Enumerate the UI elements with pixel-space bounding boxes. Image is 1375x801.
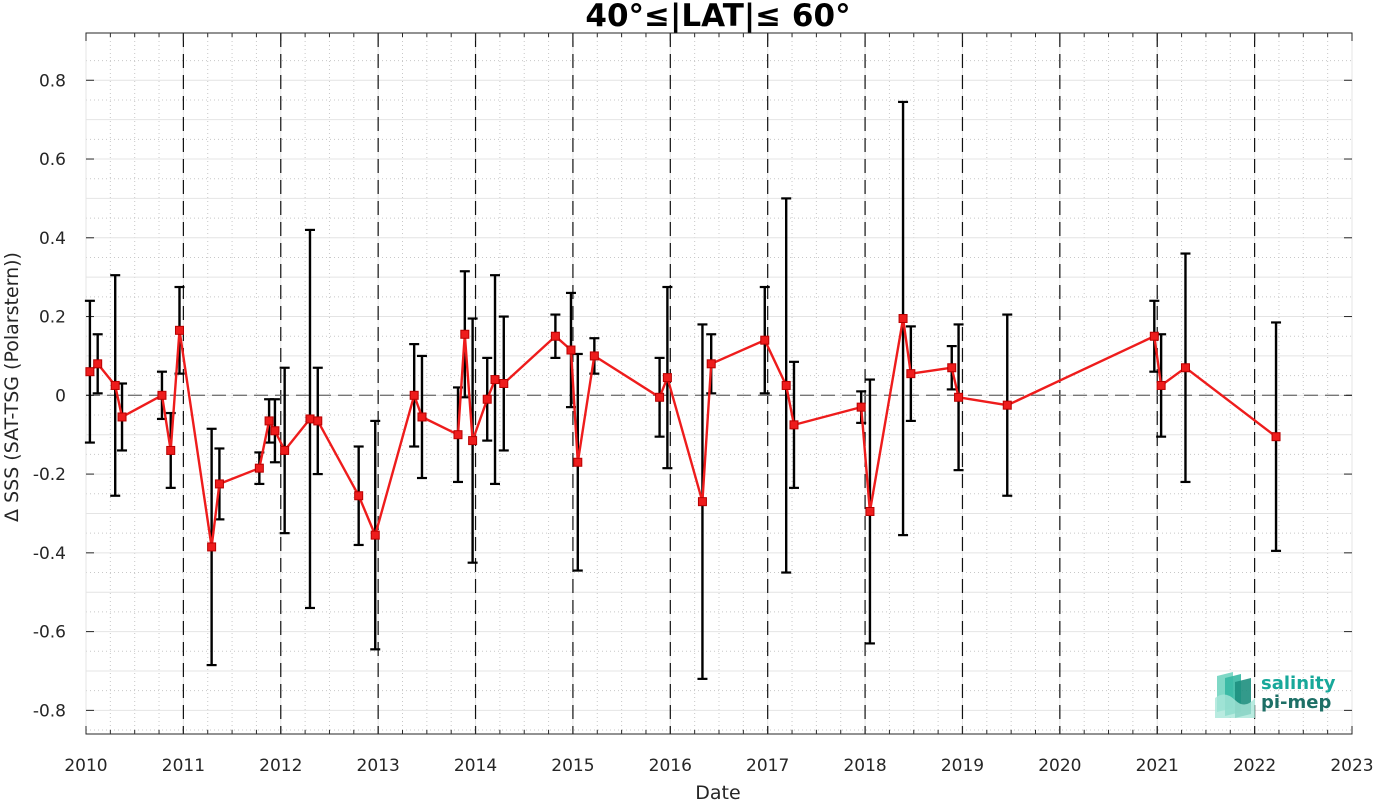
x-tick-label: 2023 [1330, 756, 1373, 776]
data-point-marker [499, 379, 509, 388]
y-tick-label: 0.4 [39, 229, 66, 249]
data-point-marker [566, 345, 576, 355]
data-point-marker [417, 412, 427, 422]
data-point-marker [906, 369, 916, 379]
data-point-marker [214, 479, 224, 489]
data-point-marker [305, 414, 315, 424]
data-point-marker [453, 430, 463, 440]
data-point-marker [460, 329, 470, 339]
data-point-marker [760, 335, 770, 345]
chart-title: 40°≤|LAT|≤ 60° [585, 0, 850, 34]
x-tick-label: 2012 [259, 756, 302, 776]
x-tick-label: 2022 [1233, 756, 1276, 776]
data-point-marker [270, 426, 280, 436]
data-point-marker [370, 530, 380, 540]
logo-text-pimep: pi-mep [1261, 692, 1332, 713]
y-tick-label: -0.4 [33, 544, 66, 564]
data-point-marker [468, 436, 478, 446]
data-point-marker [117, 412, 127, 422]
y-tick-label: -0.6 [33, 623, 66, 643]
data-point-marker [1149, 331, 1159, 341]
data-point-marker [85, 367, 95, 377]
data-point-marker [1002, 400, 1012, 410]
salinity-pimep-logo: salinity pi-mep [1213, 665, 1343, 721]
x-tick-label: 2018 [843, 756, 886, 776]
x-tick-label: 2016 [649, 756, 692, 776]
data-point-marker [789, 420, 799, 430]
x-tick-label: 2011 [162, 756, 205, 776]
data-point-marker [898, 314, 908, 324]
grid-layer [85, 33, 1353, 734]
data-point-marker [157, 390, 167, 400]
data-point-marker [781, 380, 791, 390]
reference-lines [86, 33, 1352, 734]
data-point-marker [589, 351, 599, 361]
y-tick-label: 0.6 [39, 150, 66, 170]
data-point-marker [354, 491, 364, 501]
data-point-marker [1156, 380, 1166, 390]
x-tick-label: 2017 [746, 756, 789, 776]
data-point-marker [482, 394, 492, 404]
data-point-marker [550, 331, 560, 341]
data-point-marker [856, 402, 866, 412]
data-point-marker [207, 542, 217, 552]
data-point-marker [865, 506, 875, 516]
data-point-marker [280, 445, 290, 455]
data-point-marker [166, 445, 176, 455]
data-point-marker [1180, 363, 1190, 373]
logo-text-salinity: salinity [1261, 673, 1336, 694]
data-point-marker [490, 375, 500, 385]
data-point-marker [662, 373, 672, 383]
x-tick-label: 2013 [357, 756, 400, 776]
y-tick-label: 0.8 [39, 71, 66, 91]
x-tick-label: 2021 [1136, 756, 1179, 776]
data-point-marker [697, 497, 707, 507]
y-tick-label: 0 [55, 386, 66, 406]
tick-labels: 2010 2011 2012 2013 2014 2015 2016 2017 2018 2019… [33, 71, 1374, 776]
logo-waves-icon [1215, 672, 1255, 718]
data-point-marker [93, 359, 103, 369]
data-layer [84, 100, 1282, 680]
x-tick-label: 2019 [941, 756, 984, 776]
data-point-marker [947, 363, 957, 373]
x-tick-label: 2014 [454, 756, 497, 776]
data-point-marker [254, 463, 264, 473]
y-tick-label: -0.8 [33, 701, 66, 721]
y-tick-label: 0.2 [39, 308, 66, 328]
data-point-marker [409, 390, 419, 400]
axis-ticks [85, 33, 1353, 734]
y-tick-label: -0.2 [33, 465, 66, 485]
data-point-marker [706, 359, 716, 369]
x-tick-label: 2010 [64, 756, 107, 776]
y-axis-label: Δ SSS (SAT-TSG (Polarstern)) [1, 252, 23, 522]
data-point-marker [1271, 432, 1281, 442]
data-point-marker [655, 392, 665, 402]
data-point-marker [313, 416, 323, 426]
data-point-marker [264, 416, 274, 426]
x-axis-label: Date [695, 782, 740, 801]
x-tick-label: 2015 [551, 756, 594, 776]
data-point-marker [573, 457, 583, 467]
data-point-marker [110, 380, 120, 390]
data-point-marker [954, 392, 964, 402]
x-tick-label: 2020 [1038, 756, 1081, 776]
data-point-marker [174, 325, 184, 335]
